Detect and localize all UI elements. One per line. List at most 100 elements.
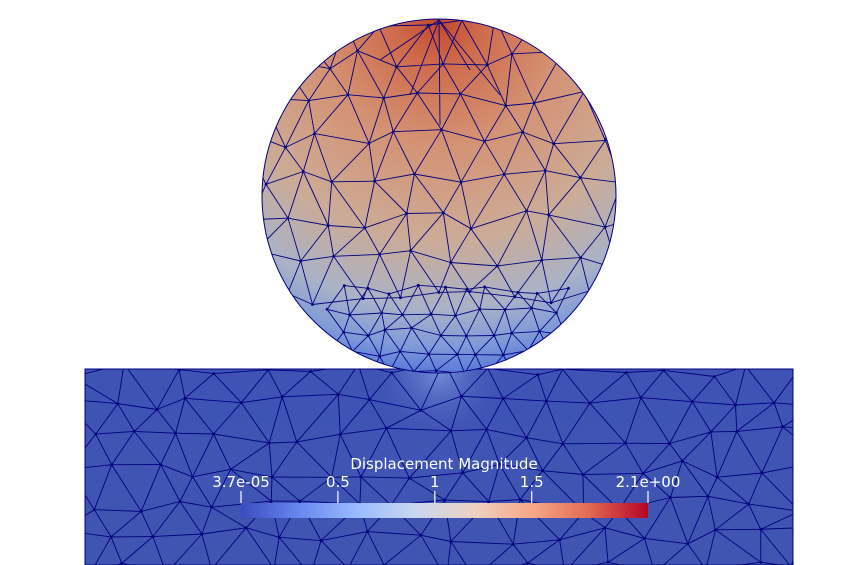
mesh-edge xyxy=(282,393,339,398)
mesh-edge xyxy=(211,506,247,529)
mesh-edge xyxy=(85,509,95,517)
mesh-edge xyxy=(230,442,270,470)
mesh-edge xyxy=(815,406,840,431)
mesh-edge xyxy=(550,257,581,304)
mesh-edge xyxy=(642,460,683,474)
mesh-edge xyxy=(179,501,212,508)
mesh-edge xyxy=(357,50,385,99)
mesh-edge xyxy=(402,313,432,316)
mesh-edge xyxy=(406,173,415,214)
mesh-edge xyxy=(638,27,660,64)
mesh-edge xyxy=(388,293,403,316)
mesh-edge xyxy=(504,292,519,310)
mesh-edge xyxy=(707,496,716,530)
mesh-edge xyxy=(268,442,273,478)
mesh-edge xyxy=(443,212,472,230)
mesh-edge xyxy=(460,182,472,229)
mesh-node xyxy=(526,561,530,565)
mesh-edge xyxy=(542,443,564,471)
mesh-edge xyxy=(409,477,445,501)
mesh-edge xyxy=(85,369,106,375)
mesh-node xyxy=(603,139,607,142)
mesh-edge xyxy=(637,92,645,145)
mesh-edge xyxy=(117,403,135,432)
mesh-edge xyxy=(367,312,383,336)
mesh-edge xyxy=(505,105,523,133)
mesh-edge xyxy=(503,398,547,402)
mesh-edge xyxy=(486,428,527,439)
mesh-edge xyxy=(369,372,393,400)
mesh-edge xyxy=(479,286,486,310)
mesh-edge xyxy=(460,141,485,183)
mesh-edge xyxy=(533,102,555,144)
mesh-edge xyxy=(825,461,837,497)
mesh-edge xyxy=(640,370,665,398)
mesh-edge xyxy=(391,372,422,411)
mesh-edge xyxy=(417,92,461,95)
mesh-node xyxy=(668,442,671,445)
mesh-edge xyxy=(211,469,232,508)
mesh-edge xyxy=(310,371,339,395)
mesh-edge xyxy=(782,419,793,428)
mesh-edge xyxy=(484,286,506,310)
mesh-edge xyxy=(262,217,289,251)
mesh-edge xyxy=(364,213,407,229)
mesh-edge xyxy=(352,335,369,352)
mesh-node xyxy=(686,542,690,546)
mesh-edge xyxy=(121,536,154,564)
mesh-edge xyxy=(381,312,403,316)
mesh-node xyxy=(487,500,491,503)
mesh-edge xyxy=(450,262,498,267)
mesh-node xyxy=(330,475,334,479)
mesh-edge xyxy=(160,433,177,465)
mesh-edge xyxy=(760,561,784,565)
mesh-edge xyxy=(343,314,351,333)
mesh-edge xyxy=(691,376,715,402)
mesh-edge xyxy=(462,463,500,474)
mesh-edge xyxy=(760,527,793,530)
mesh-edge xyxy=(175,432,214,435)
mesh-edge xyxy=(580,226,606,258)
mesh-edge xyxy=(580,177,616,184)
mesh-edge xyxy=(505,102,535,107)
mesh-edge xyxy=(514,259,543,298)
mesh-node xyxy=(525,436,528,440)
mesh-edge xyxy=(152,536,164,565)
mesh-edge xyxy=(420,534,451,542)
mesh-node xyxy=(496,264,499,268)
mesh-node xyxy=(827,364,830,367)
mesh-edge xyxy=(359,476,362,505)
mesh-node xyxy=(326,224,330,227)
mesh-edge xyxy=(367,288,383,314)
mesh-node xyxy=(492,334,496,337)
mesh-edge xyxy=(791,561,825,565)
mesh-edge xyxy=(349,531,368,565)
mesh-node xyxy=(662,369,666,372)
mesh-edge xyxy=(393,129,442,133)
mesh-node xyxy=(434,369,438,373)
mesh-edge xyxy=(488,499,521,503)
mesh-node xyxy=(367,142,371,145)
mesh-node xyxy=(60,397,63,400)
mesh-edge xyxy=(800,497,837,511)
mesh-edge xyxy=(593,561,609,565)
mesh-node xyxy=(540,258,544,262)
mesh-node xyxy=(301,170,305,173)
mesh-edge xyxy=(333,256,364,299)
mesh-edge xyxy=(526,210,549,216)
mesh-node xyxy=(439,334,443,337)
mesh-edge xyxy=(526,437,563,445)
mesh-node xyxy=(419,533,423,537)
mesh-edge xyxy=(455,308,480,317)
mesh-edge xyxy=(537,287,569,294)
mesh-edge xyxy=(93,509,112,538)
mesh-edge xyxy=(430,286,446,315)
mesh-node xyxy=(319,539,323,542)
mesh-edge xyxy=(360,427,387,478)
mesh-node xyxy=(734,403,737,407)
mesh-edge xyxy=(213,373,242,404)
mesh-edge xyxy=(548,334,566,351)
mesh-edge xyxy=(691,401,712,433)
mesh-edge xyxy=(544,143,555,171)
